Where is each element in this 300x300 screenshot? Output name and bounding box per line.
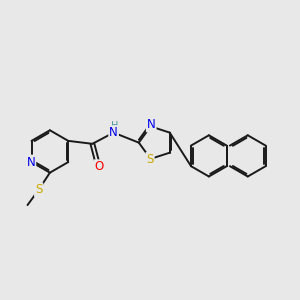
Text: O: O bbox=[94, 160, 104, 173]
Text: H: H bbox=[111, 121, 118, 131]
Text: N: N bbox=[109, 126, 118, 139]
Text: S: S bbox=[146, 153, 154, 166]
Text: N: N bbox=[147, 118, 156, 131]
Text: N: N bbox=[27, 156, 35, 169]
Text: S: S bbox=[35, 183, 42, 196]
